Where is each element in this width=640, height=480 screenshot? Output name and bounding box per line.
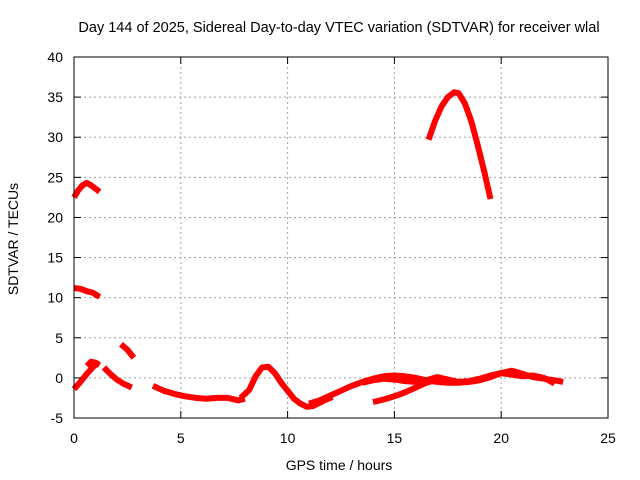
y-tick-label-5: 20 bbox=[47, 209, 63, 225]
y-axis-label: SDTVAR / TECUs bbox=[5, 183, 21, 295]
y-tick-label-4: 15 bbox=[47, 250, 63, 266]
y-tick-label-6: 25 bbox=[47, 169, 63, 185]
axis-ticks: 0 5 10 15 20 25 -5 0 5 10 15 20 25 30 35 40 bbox=[47, 49, 616, 446]
series-line-5 bbox=[101, 365, 133, 391]
y-tick-label-8: 35 bbox=[47, 89, 63, 105]
series-line-4 bbox=[84, 358, 102, 369]
x-tick-label-1: 5 bbox=[177, 430, 185, 446]
series-line-1 bbox=[71, 179, 102, 199]
y-tick-label-1: 0 bbox=[55, 370, 63, 386]
x-tick-label-5: 25 bbox=[600, 430, 616, 446]
series-line-6 bbox=[119, 341, 137, 360]
x-tick-label-2: 10 bbox=[280, 430, 296, 446]
y-tick-label-9: 40 bbox=[47, 49, 63, 65]
series-line-10 bbox=[361, 370, 556, 387]
series-line-11 bbox=[372, 376, 438, 405]
x-tick-label-0: 0 bbox=[70, 430, 78, 446]
y-tick-label-0: -5 bbox=[51, 410, 64, 426]
plot-frame bbox=[73, 56, 609, 419]
y-tick-label-3: 10 bbox=[47, 290, 63, 306]
x-tick-label-4: 20 bbox=[493, 430, 509, 446]
x-tick-label-3: 15 bbox=[387, 430, 403, 446]
series-layer bbox=[71, 89, 564, 410]
series-line-12 bbox=[425, 89, 494, 200]
chart-title: Day 144 of 2025, Sidereal Day-to-day VTE… bbox=[78, 20, 599, 36]
y-tick-label-2: 5 bbox=[55, 330, 63, 346]
series-line-2 bbox=[73, 285, 102, 300]
y-tick-label-7: 30 bbox=[47, 129, 63, 145]
series-line-7 bbox=[151, 383, 246, 404]
x-axis-label: GPS time / hours bbox=[286, 457, 393, 473]
